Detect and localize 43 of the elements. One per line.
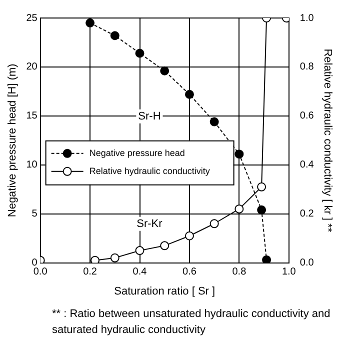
- point: [234, 204, 244, 214]
- point: [110, 31, 120, 40]
- point: [86, 18, 95, 28]
- y-tick-label: 20: [26, 62, 38, 73]
- y-tick-label: 0: [32, 258, 38, 269]
- y-tick-label: 25: [26, 12, 38, 24]
- y-tick-label: 15: [26, 110, 38, 122]
- text: ** : Ratio between unsaturated hydraulic conductivity and saturated hydraulic conductivity: [52, 307, 332, 338]
- legend-label: Relative hydraulic conductivity: [89, 166, 210, 176]
- x-tick-label: 1.0: [282, 266, 296, 278]
- annotation: Sr-Kr: [136, 218, 163, 230]
- legend-label: Negative pressure head: [89, 148, 185, 158]
- point: [90, 256, 100, 263]
- y-axis-title: Negative pressure head [H] (m): [6, 64, 19, 218]
- point: [262, 255, 272, 263]
- y2-tick-label: 0.2: [300, 208, 314, 220]
- point: [160, 66, 170, 76]
- point: [210, 117, 219, 126]
- point: [210, 219, 219, 228]
- x-tick-label: 0.4: [132, 266, 148, 278]
- y2-axis-title: Relative hydraulic conductivity [ kr ] **: [321, 48, 334, 233]
- point: [257, 182, 266, 192]
- x-tick-label: 0.2: [83, 266, 98, 278]
- y-tick-label: 10: [26, 160, 38, 171]
- y2-tick-label: 0.6: [300, 110, 314, 122]
- point: [184, 231, 194, 240]
- y2-tick-label: 0.0: [300, 258, 314, 269]
- y2-tick-label: 1.0: [300, 12, 314, 24]
- point: [160, 241, 170, 250]
- annotation: Sr-H: [138, 110, 161, 122]
- y2-tick-label: 0.8: [300, 62, 314, 73]
- point: [135, 48, 144, 58]
- y-tick-label: 5: [32, 208, 38, 220]
- x-tick-label: 0.0: [33, 266, 48, 278]
- x-tick-label: 0.6: [182, 266, 197, 278]
- point: [257, 205, 266, 214]
- point: [135, 246, 144, 256]
- x-axis-title: Saturation ratio [ Sr ]: [114, 285, 216, 298]
- point: [110, 253, 120, 262]
- point: [234, 150, 244, 159]
- y2-tick-label: 0.4: [300, 160, 314, 171]
- point: [184, 90, 194, 99]
- x-tick-label: 0.8: [232, 266, 247, 278]
